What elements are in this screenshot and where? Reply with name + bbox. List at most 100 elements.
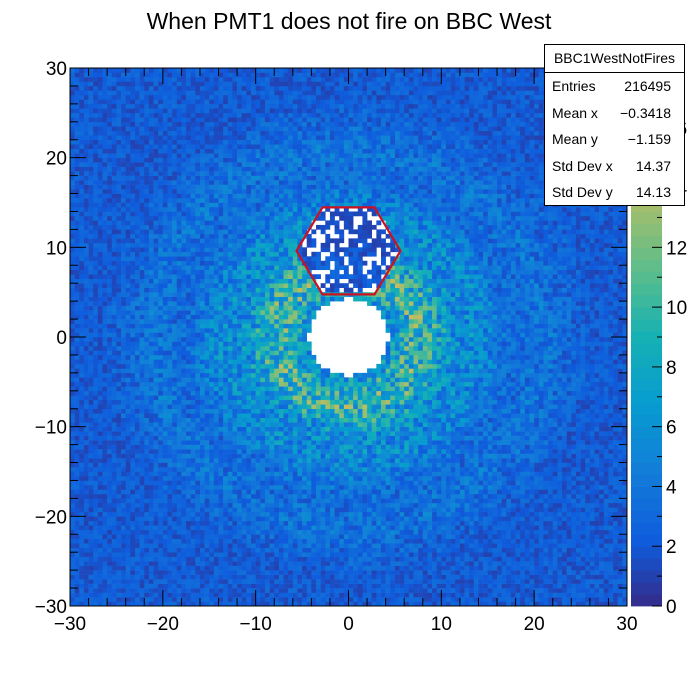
- heatmap-cell: [213, 381, 219, 387]
- heatmap-cell: [218, 404, 224, 410]
- heatmap-cell: [195, 417, 201, 423]
- heatmap-cell: [139, 220, 145, 226]
- heatmap-cell: [144, 556, 150, 562]
- heatmap-cell: [130, 529, 136, 535]
- heatmap-cell: [97, 449, 103, 454]
- heatmap-cell: [102, 310, 108, 315]
- heatmap-cell: [144, 467, 150, 472]
- heatmap-cell: [139, 489, 145, 495]
- heatmap-cell: [121, 561, 126, 566]
- heatmap-cell: [195, 404, 201, 410]
- heatmap-cell: [107, 556, 113, 562]
- heatmap-cell: [79, 574, 85, 580]
- heatmap-cell: [167, 166, 173, 172]
- heatmap-cell: [167, 220, 173, 226]
- heatmap-cell: [134, 386, 140, 392]
- heatmap-cell: [204, 193, 210, 199]
- heatmap-cell: [88, 206, 94, 212]
- heatmap-cell: [107, 72, 113, 78]
- heatmap-cell: [79, 287, 85, 293]
- heatmap-cell: [232, 372, 238, 378]
- heatmap-cell: [213, 233, 219, 239]
- heatmap-cell: [237, 372, 243, 378]
- heatmap-cell: [223, 435, 229, 441]
- heatmap-cell: [93, 484, 99, 490]
- heatmap-cell: [241, 233, 247, 239]
- heatmap-cell: [218, 224, 224, 230]
- heatmap-cell: [199, 462, 205, 468]
- heatmap-cell: [88, 359, 94, 365]
- heatmap-cell: [111, 202, 117, 208]
- heatmap-cell: [176, 480, 182, 486]
- heatmap-cell: [130, 449, 136, 454]
- heatmap-cell: [134, 287, 140, 293]
- heatmap-cell: [93, 108, 99, 114]
- heatmap-cell: [223, 283, 229, 288]
- heatmap-cell: [153, 301, 159, 306]
- heatmap-cell: [213, 440, 219, 445]
- heatmap-cell: [144, 381, 150, 387]
- heatmap-cell: [246, 520, 252, 526]
- heatmap-cell: [255, 166, 261, 172]
- heatmap-cell: [97, 260, 103, 266]
- heatmap-cell: [162, 139, 168, 145]
- heatmap-cell: [237, 103, 243, 109]
- heatmap-cell: [70, 265, 75, 271]
- heatmap-cell: [74, 511, 80, 517]
- heatmap-cell: [134, 444, 140, 450]
- heatmap-cell: [172, 475, 178, 481]
- heatmap-cell: [213, 292, 219, 297]
- heatmap-cell: [227, 552, 233, 557]
- heatmap-cell: [176, 99, 182, 105]
- heatmap-cell: [102, 126, 108, 132]
- heatmap-cell: [181, 153, 187, 158]
- heatmap-cell: [130, 175, 136, 181]
- heatmap-cell: [130, 256, 136, 262]
- heatmap-cell: [172, 493, 178, 499]
- heatmap-cell: [121, 180, 126, 185]
- heatmap-cell: [251, 489, 256, 495]
- heatmap-cell: [237, 332, 243, 338]
- heatmap-cell: [107, 399, 113, 405]
- heatmap-cell: [181, 422, 187, 427]
- heatmap-cell: [102, 413, 108, 418]
- heatmap-cell: [181, 269, 187, 275]
- heatmap-cell: [199, 547, 205, 553]
- heatmap-cell: [204, 229, 210, 235]
- heatmap-cell: [125, 189, 131, 194]
- heatmap-cell: [181, 112, 187, 118]
- heatmap-cell: [70, 189, 75, 194]
- heatmap-cell: [227, 144, 233, 149]
- heatmap-cell: [176, 435, 182, 441]
- heatmap-cell: [97, 274, 103, 280]
- heatmap-cell: [93, 471, 99, 477]
- heatmap-cell: [111, 417, 117, 423]
- heatmap-cell: [241, 301, 247, 306]
- heatmap-cell: [227, 354, 233, 360]
- heatmap-cell: [186, 76, 191, 82]
- heatmap-cell: [134, 525, 140, 531]
- heatmap-cell: [213, 171, 219, 176]
- heatmap-cell: [74, 408, 80, 414]
- heatmap-cell: [167, 588, 173, 593]
- heatmap-cell: [162, 166, 168, 172]
- heatmap-cell: [144, 310, 150, 315]
- heatmap-cell: [251, 171, 256, 176]
- heatmap-cell: [237, 404, 243, 410]
- heatmap-cell: [176, 484, 182, 490]
- heatmap-cell: [255, 363, 261, 369]
- heatmap-cell: [241, 148, 247, 154]
- heatmap-cell: [121, 543, 126, 549]
- heatmap-cell: [74, 328, 80, 333]
- heatmap-cell: [79, 90, 85, 96]
- heatmap-cell: [79, 189, 85, 194]
- heatmap-cell: [181, 565, 187, 571]
- heatmap-cell: [83, 305, 89, 311]
- heatmap-cell: [158, 435, 164, 441]
- heatmap-cell: [246, 502, 252, 508]
- heatmap-cell: [153, 525, 159, 531]
- heatmap-cell: [93, 215, 99, 221]
- heatmap-cell: [176, 166, 182, 172]
- heatmap-cell: [260, 305, 266, 311]
- heatmap-cell: [204, 462, 210, 468]
